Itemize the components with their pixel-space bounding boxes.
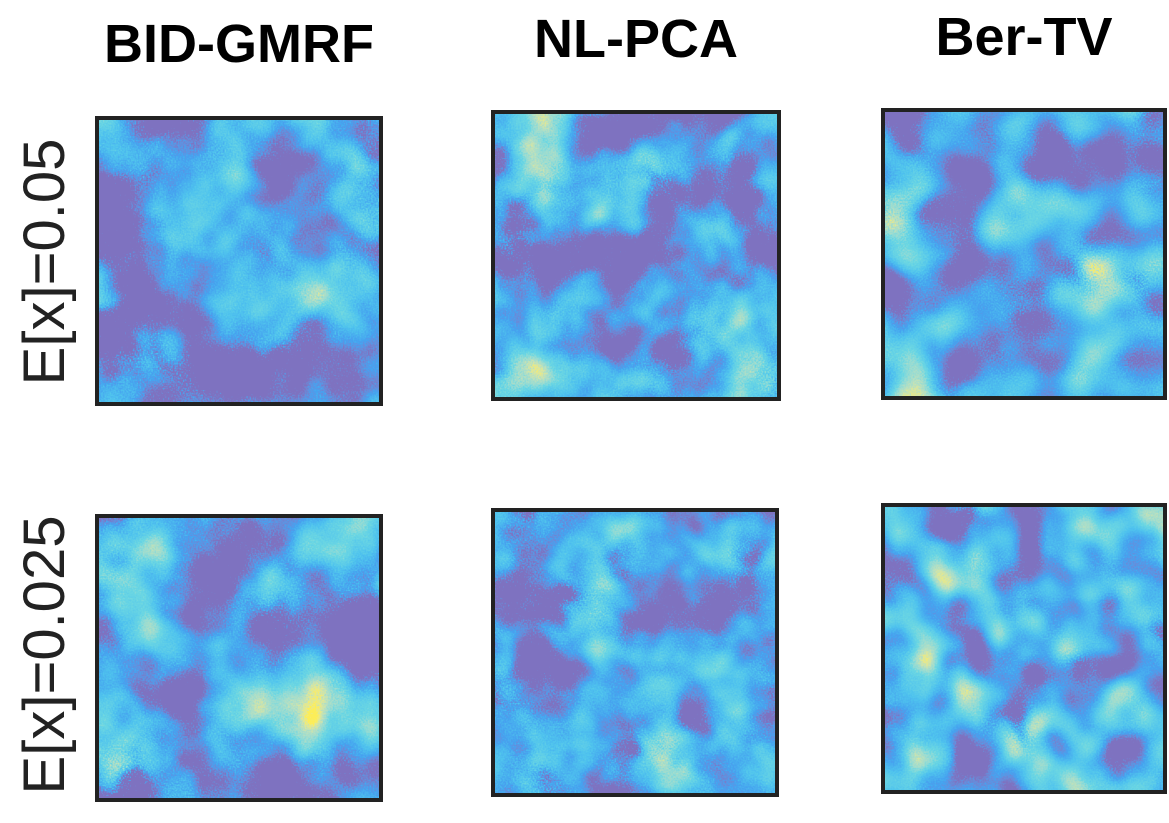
image-panel [97,516,381,800]
image-panel [493,112,779,399]
column-title: NL-PCA [534,9,738,69]
image-panel [97,118,381,404]
image-panel [493,510,777,795]
image-panel [883,110,1165,398]
panel-frame [491,508,779,797]
row-label: E[x]=0.05 [12,139,77,386]
panel-frame [95,116,383,406]
panel-frame [881,108,1167,400]
column-title: Ber-TV [935,7,1112,67]
panel-frame [881,503,1167,794]
row-label: E[x]=0.025 [12,516,77,795]
column-title: BID-GMRF [104,14,374,74]
image-panel [883,505,1165,792]
panel-frame [95,514,383,802]
panel-frame [491,110,781,401]
